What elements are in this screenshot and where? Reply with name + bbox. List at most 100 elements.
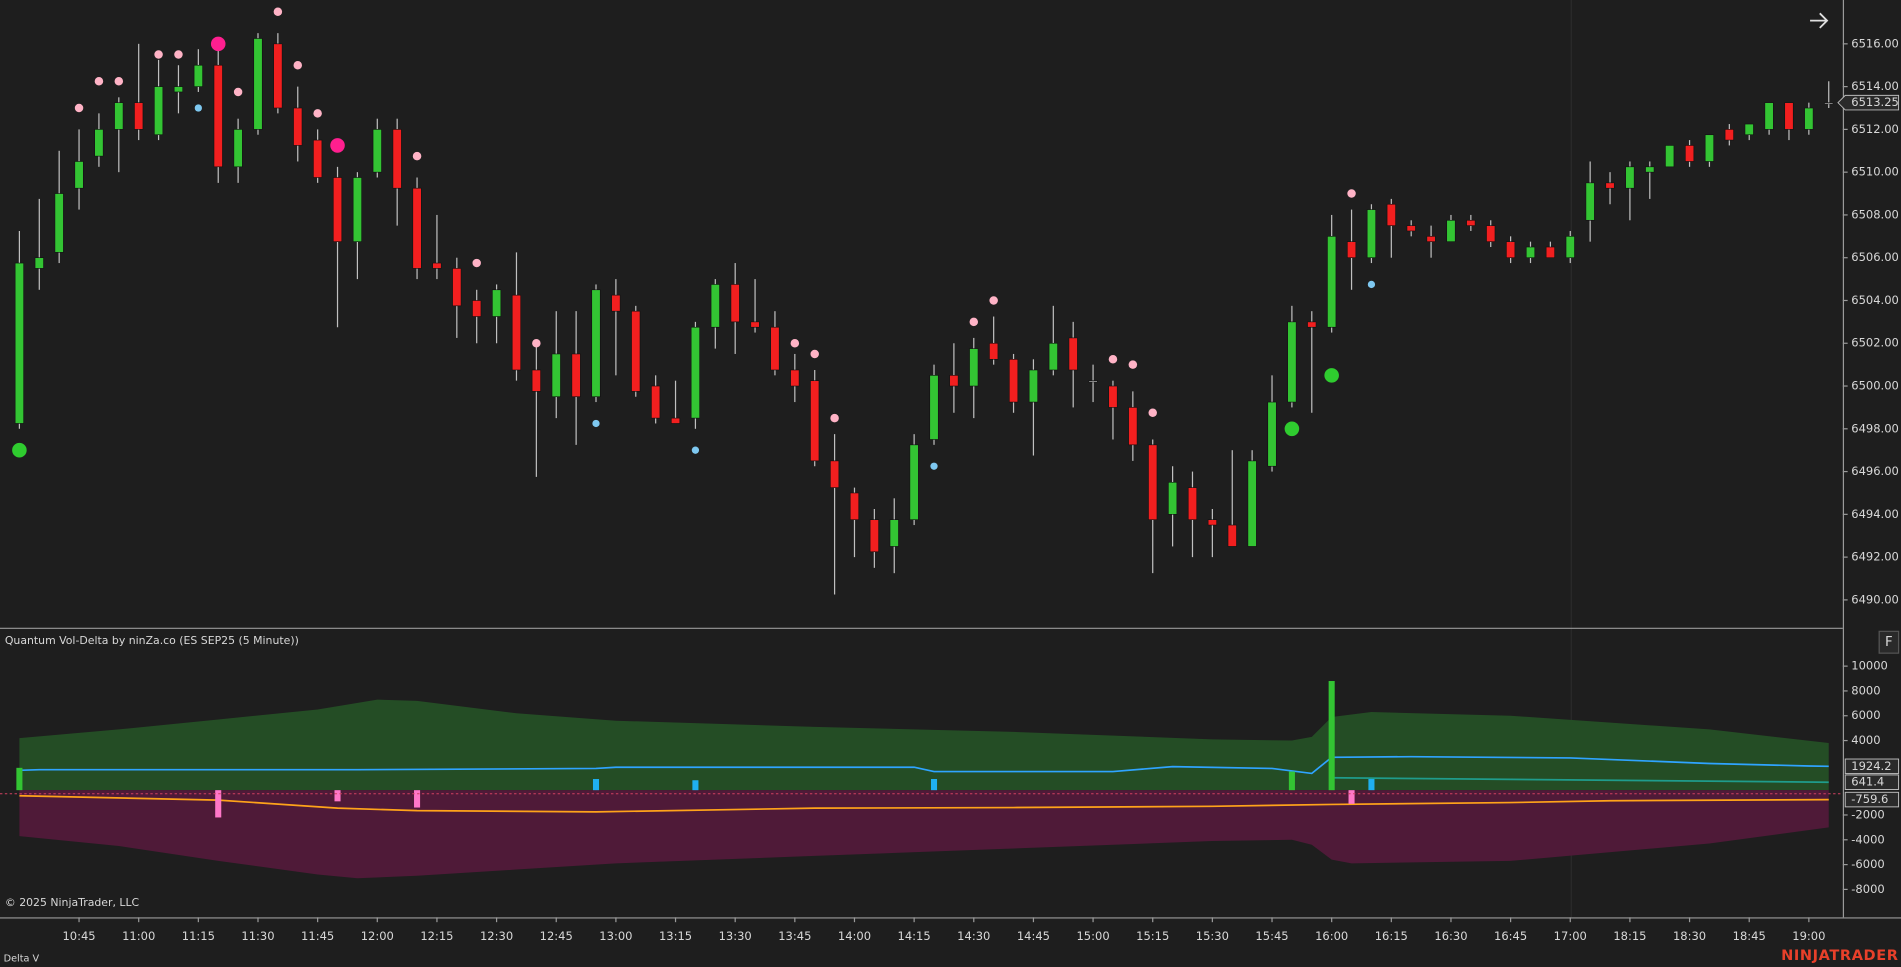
candle-body (1645, 166, 1655, 173)
y-tick-label: 6496.00 (1851, 464, 1899, 478)
y-tick-label: 4000 (1851, 733, 1880, 747)
candle-body (1764, 102, 1774, 130)
candle-body (392, 129, 402, 189)
candle-body (134, 102, 144, 130)
f-button[interactable]: F (1885, 635, 1893, 650)
signal-dot (293, 60, 303, 70)
signal-dot (691, 446, 700, 454)
candle-body (1565, 236, 1575, 259)
last-price-box (1837, 94, 1900, 111)
signal-dot (174, 50, 183, 59)
y-tick-label: 6506.00 (1851, 250, 1899, 264)
signal-dot (74, 103, 84, 113)
signal-dot (154, 50, 163, 59)
candle-body (1804, 107, 1814, 130)
x-tick-label: 12:30 (480, 929, 513, 943)
candle-body (352, 177, 362, 242)
indicator-line (19, 794, 1829, 813)
candle-body (591, 289, 601, 398)
panel-label: Delta V (4, 954, 40, 965)
candle-body (1088, 380, 1098, 383)
band-area (19, 699, 1829, 791)
axes: 10:45 11:00 11:15 11:30 11:45 12:00 12:15 12:30… (62, 36, 1900, 943)
candle-body (452, 268, 462, 307)
candle-body (1187, 487, 1198, 521)
candle-body (1446, 219, 1456, 242)
x-tick-label: 14:00 (838, 929, 871, 943)
signal-dot (194, 104, 202, 112)
candle-body (1008, 358, 1019, 403)
x-tick-label: 12:00 (361, 929, 394, 943)
signal-dot (94, 77, 104, 86)
indicator-title: Quantum Vol-Delta by ninZa.co (ES SEP25 … (5, 634, 299, 647)
x-tick-label: 15:45 (1255, 929, 1288, 943)
signal-dot (1284, 421, 1300, 437)
signal-dot (1108, 355, 1118, 364)
candle-body (830, 460, 840, 488)
candle-body (1386, 203, 1396, 226)
y-tick-label: 6500.00 (1851, 379, 1899, 393)
y-tick-label: 6514.00 (1851, 79, 1899, 93)
candle-body (293, 107, 303, 146)
candle-body (1466, 219, 1476, 226)
candle-body (1207, 519, 1217, 526)
y-tick-label: 6508.00 (1851, 207, 1899, 221)
candle-body (1148, 444, 1158, 521)
y-tick-label: 6504.00 (1851, 293, 1899, 307)
x-tick-label: 16:30 (1434, 929, 1467, 943)
x-tick-label: 13:00 (599, 929, 632, 943)
y-tick-label: 6492.00 (1851, 550, 1899, 564)
price-panel (12, 7, 1834, 595)
signal-dot (472, 258, 481, 268)
delta-bar (334, 790, 341, 802)
brand-logo: NINJATRADER (1781, 948, 1898, 964)
signal-dot (989, 296, 998, 305)
candle-body (849, 492, 860, 521)
candle-body (432, 262, 442, 269)
value-label-box (1844, 758, 1900, 775)
candle-body (14, 262, 24, 424)
candle-body (94, 129, 104, 157)
delta-bar (692, 780, 699, 791)
candle-body (810, 380, 820, 462)
candle-body (1744, 123, 1754, 136)
candle-body (1704, 134, 1714, 162)
arrow-icon[interactable] (1810, 12, 1829, 29)
signal-dot (532, 339, 541, 348)
candle-body (1665, 145, 1675, 168)
x-tick-label: 16:45 (1494, 929, 1527, 943)
candle-body (511, 294, 522, 371)
y-tick-label: 6516.00 (1851, 36, 1899, 50)
delta-bar (1328, 681, 1335, 791)
copyright: © 2025 NinjaTrader, LLC (5, 896, 140, 909)
candle-body (253, 38, 263, 130)
x-tick-label: 11:30 (241, 929, 274, 943)
signal-dot (412, 151, 422, 161)
candle-body (1128, 407, 1138, 446)
signal-dot (114, 77, 124, 86)
x-tick-label: 18:15 (1613, 929, 1646, 943)
y-tick-label: -8000 (1851, 882, 1884, 896)
signal-dot (210, 36, 226, 52)
x-tick-label: 16:15 (1375, 929, 1408, 943)
x-tick-label: 14:30 (957, 929, 990, 943)
candle-body (213, 64, 223, 168)
candle-body (1108, 385, 1118, 408)
candle-body (1545, 246, 1555, 259)
x-tick-label: 13:45 (778, 929, 811, 943)
candle-body (332, 177, 343, 242)
candle-body (1506, 241, 1516, 259)
candle-body (1605, 182, 1615, 189)
candle-body (949, 375, 959, 387)
f-button-box[interactable] (1878, 630, 1900, 654)
candle-body (1625, 166, 1635, 189)
candle-body (1724, 129, 1734, 141)
x-tick-label: 18:30 (1673, 929, 1706, 943)
candle-body (1168, 481, 1178, 515)
y-tick-label: 6490.00 (1851, 592, 1899, 606)
y-tick-label: 6512.00 (1851, 122, 1899, 136)
last-price-label: 6513.25 (1851, 95, 1899, 109)
delta-bar (930, 779, 938, 791)
candle-body (1426, 236, 1436, 242)
